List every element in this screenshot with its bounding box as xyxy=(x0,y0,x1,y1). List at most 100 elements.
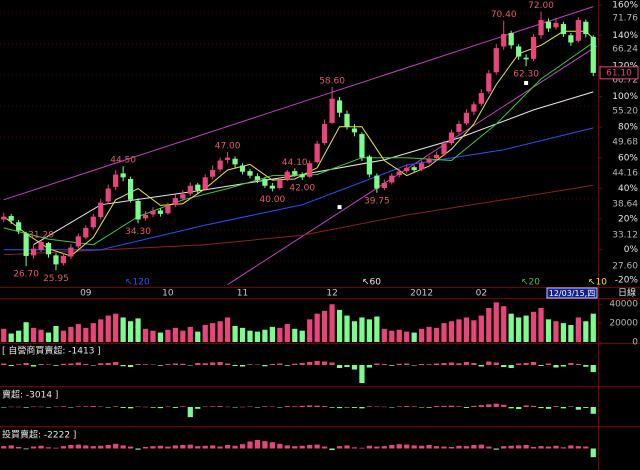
indicator-bar xyxy=(127,365,134,367)
indicator-bar xyxy=(210,445,216,449)
indicator-bar xyxy=(299,405,305,407)
volume-bar xyxy=(180,330,186,342)
moving-average xyxy=(3,30,594,257)
volume-bar xyxy=(60,330,67,342)
indicator-bar xyxy=(247,441,253,449)
volume-bar xyxy=(381,328,387,342)
indicator-bar xyxy=(247,406,253,408)
indicator-bar xyxy=(478,365,484,367)
volume-bar xyxy=(284,324,290,342)
indicator-bar xyxy=(75,362,81,365)
y2-tick-label: 100% xyxy=(612,92,638,102)
indicator-bar xyxy=(150,407,156,408)
volume-bar xyxy=(329,304,335,342)
volume-bar xyxy=(366,319,373,342)
indicator-bar xyxy=(426,444,432,449)
indicator-bar xyxy=(448,362,455,365)
candle-body xyxy=(523,57,529,60)
volume-bar xyxy=(68,326,74,342)
candle-body xyxy=(75,236,81,247)
candle-body xyxy=(180,194,186,199)
y-tick-label: 55.20 xyxy=(612,106,638,116)
indicator-bar xyxy=(16,364,22,365)
indicator-bar xyxy=(68,363,74,365)
candle-body xyxy=(135,200,141,220)
indicator-bar xyxy=(60,363,67,365)
indicator-bar xyxy=(560,365,567,367)
volume-bar xyxy=(172,327,178,342)
y2-tick-label: 60% xyxy=(618,153,638,163)
indicator-bar xyxy=(60,406,67,407)
volume-bar xyxy=(530,311,537,342)
legend-label: ↖120 xyxy=(125,278,150,288)
indicator-bar xyxy=(590,407,596,414)
panel-title: [ 自營商買賣超: -1413 ] xyxy=(2,345,101,357)
indicator-bar xyxy=(553,365,559,368)
indicator-bar xyxy=(508,407,514,409)
candle-body xyxy=(530,36,537,59)
y-tick-label: 49.68 xyxy=(612,137,638,147)
candle-body xyxy=(38,241,44,250)
indicator-bar xyxy=(441,446,447,449)
indicator-bar xyxy=(172,363,178,365)
indicator-bar xyxy=(381,406,387,408)
indicator-bar xyxy=(508,365,514,368)
indicator-bar xyxy=(322,446,328,449)
indicator-bar xyxy=(478,405,484,407)
indicator-bar xyxy=(538,365,544,366)
indicator-bar xyxy=(83,364,89,365)
y-tick-label: 33.12 xyxy=(612,231,638,241)
candle-body xyxy=(127,179,134,200)
x-tick-label: 11 xyxy=(237,289,248,299)
price-annotation: 72.00 xyxy=(528,1,554,11)
indicator-bar xyxy=(239,406,246,408)
indicator-bar xyxy=(568,363,574,365)
indicator-bar xyxy=(1,446,7,449)
volume-bar xyxy=(224,317,231,342)
candle-body xyxy=(538,20,544,36)
indicator-bar xyxy=(172,445,178,449)
indicator-bar xyxy=(322,406,328,407)
marker xyxy=(524,80,529,85)
indicator-bar xyxy=(8,445,14,449)
volume-bar xyxy=(359,317,365,342)
candle-body xyxy=(307,163,313,177)
indicator-bar xyxy=(389,407,395,408)
volume-bar xyxy=(83,327,89,342)
indicator-bar xyxy=(329,407,335,408)
indicator-bar xyxy=(142,406,149,408)
indicator-bar xyxy=(575,407,581,410)
volume-bar xyxy=(232,325,238,342)
legend-label: ↖20 xyxy=(521,278,540,288)
indicator-bar xyxy=(583,365,589,367)
indicator-bar xyxy=(75,406,81,407)
indicator-bar xyxy=(501,365,507,367)
indicator-bar xyxy=(463,407,470,408)
indicator-bar xyxy=(471,405,477,407)
indicator-bar xyxy=(23,407,29,408)
moving-average xyxy=(3,184,594,256)
volume-bar xyxy=(53,325,59,342)
indicator-bar xyxy=(396,444,402,449)
moving-average xyxy=(33,91,594,246)
indicator-bar xyxy=(344,365,350,367)
volume-bar xyxy=(568,325,574,342)
candle-body xyxy=(486,73,492,92)
indicator-bar xyxy=(463,362,470,365)
indicator-bar xyxy=(98,406,104,408)
indicator-bar xyxy=(269,364,275,365)
indicator-bar xyxy=(120,445,126,449)
last-price-label: 61.10 xyxy=(606,68,632,78)
candle-body xyxy=(441,143,447,155)
indicator-bar xyxy=(568,445,574,449)
indicator-bar xyxy=(217,362,223,365)
indicator-bar xyxy=(247,364,253,365)
indicator-bar xyxy=(23,448,29,450)
indicator-bar xyxy=(16,446,22,449)
volume-bar xyxy=(277,327,283,342)
volume-bar xyxy=(590,313,596,342)
price-annotation: 44.10 xyxy=(282,158,308,168)
volume-bar xyxy=(344,315,350,342)
candle-body xyxy=(224,157,231,160)
candle-body xyxy=(478,93,484,104)
